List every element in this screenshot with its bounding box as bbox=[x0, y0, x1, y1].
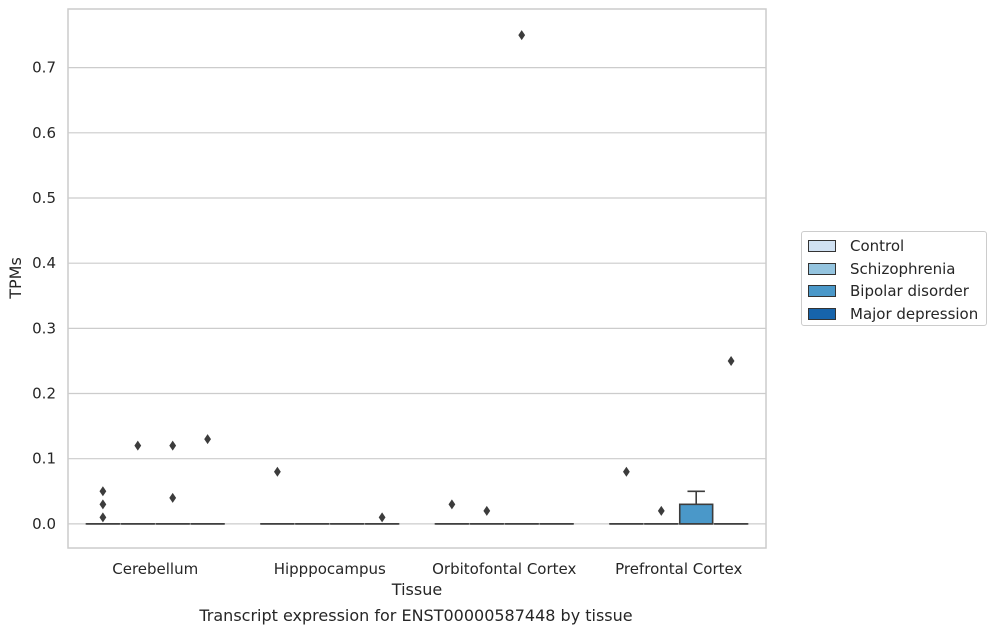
legend-swatch bbox=[808, 262, 836, 275]
outlier-point bbox=[99, 512, 107, 523]
y-tick-label: 0.0 bbox=[32, 515, 56, 533]
box bbox=[678, 490, 714, 525]
y-tick-label: 0.4 bbox=[32, 254, 56, 272]
outlier-points bbox=[99, 30, 735, 523]
legend-swatch bbox=[808, 285, 836, 297]
legend-label: Schizophrenia bbox=[850, 259, 956, 278]
y-tick-label: 0.2 bbox=[32, 385, 56, 403]
y-tick-label: 0.7 bbox=[32, 59, 56, 77]
outlier-point bbox=[99, 499, 107, 510]
legend-item: Schizophrenia bbox=[808, 259, 955, 279]
chart-caption: Transcript expression for ENST0000058744… bbox=[199, 606, 633, 625]
box-body bbox=[678, 503, 714, 525]
box-series bbox=[85, 490, 749, 525]
legend-swatch bbox=[808, 240, 836, 252]
outlier-point bbox=[169, 440, 177, 451]
outlier-point bbox=[518, 30, 526, 41]
outlier-point bbox=[623, 466, 630, 477]
x-tick-label: Cerebellum bbox=[112, 560, 198, 578]
outlier-point bbox=[483, 505, 491, 516]
legend-item: Bipolar disorder bbox=[808, 281, 969, 301]
outlier-point bbox=[378, 512, 386, 523]
legend-label: Control bbox=[850, 237, 905, 255]
y-tick-label: 0.6 bbox=[32, 124, 56, 142]
x-tick-label: Prefrontal Cortex bbox=[615, 560, 742, 578]
y-tick-labels: 0.0 0.1 0.2 0.3 0.4 0.5 0.6 0.7 bbox=[32, 59, 56, 533]
x-axis-label: Tissue bbox=[391, 580, 442, 599]
outlier-point bbox=[274, 466, 281, 477]
legend: Control Schizophrenia Bipolar disorder Majo… bbox=[801, 231, 987, 326]
y-tick-label: 0.5 bbox=[32, 189, 56, 207]
y-axis-label: TPMs bbox=[6, 257, 25, 300]
legend-item: Control bbox=[808, 236, 904, 256]
legend-swatch bbox=[808, 307, 836, 320]
legend-item: Major depression bbox=[808, 304, 978, 324]
outlier-point bbox=[204, 434, 211, 445]
outlier-point bbox=[657, 505, 665, 516]
plot-area-frame bbox=[67, 8, 767, 549]
grid-lines bbox=[68, 67, 766, 525]
outlier-point bbox=[99, 486, 107, 497]
x-tick-label: Orbitofontal Cortex bbox=[432, 560, 576, 578]
x-tick-label: Hipppocampus bbox=[274, 560, 386, 578]
x-tick-labels: Cerebellum Hipppocampus Orbitofontal Corte… bbox=[112, 560, 742, 578]
outlier-point bbox=[169, 492, 177, 503]
legend-label: Major depression bbox=[850, 304, 979, 323]
legend-label: Bipolar disorder bbox=[850, 282, 969, 300]
outlier-point bbox=[448, 499, 456, 510]
y-tick-label: 0.3 bbox=[32, 319, 56, 337]
outlier-point bbox=[727, 355, 735, 366]
outlier-point bbox=[134, 440, 142, 451]
y-tick-label: 0.1 bbox=[32, 450, 56, 468]
